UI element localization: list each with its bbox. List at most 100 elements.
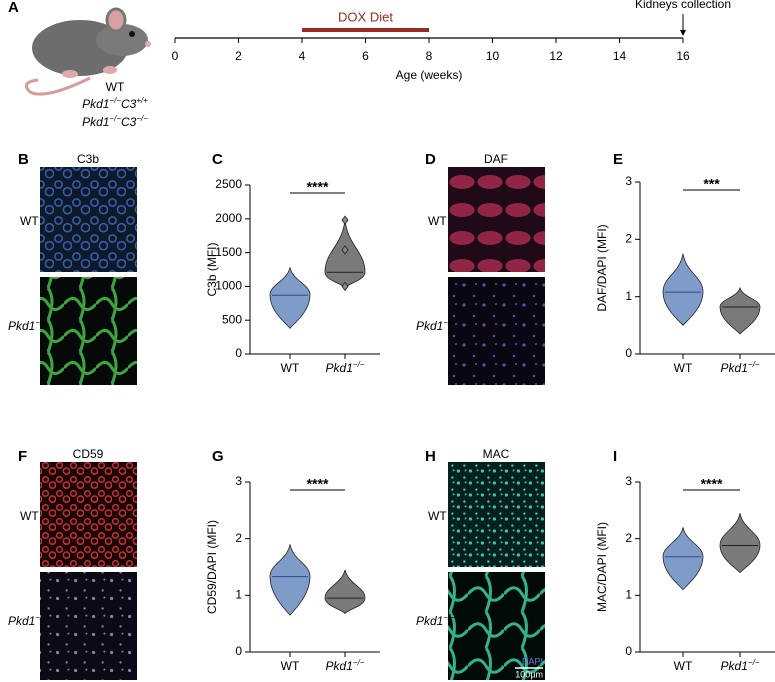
x-tick-label: 10 bbox=[486, 49, 500, 63]
x-tick-label: 4 bbox=[299, 49, 306, 63]
text-part: −/− bbox=[136, 114, 148, 123]
x-tick-label: Pkd1−/− bbox=[326, 360, 365, 376]
x-tick-label: WT bbox=[281, 659, 300, 673]
stain-label: DAF bbox=[484, 152, 508, 166]
significance-label: *** bbox=[703, 176, 720, 192]
y-axis-label: C3b (MFI) bbox=[205, 242, 219, 296]
row-label: WT bbox=[20, 509, 39, 523]
violin bbox=[719, 286, 761, 335]
x-tick-label: Pkd1−/− bbox=[721, 360, 760, 376]
micrograph bbox=[448, 462, 545, 567]
text-part: Pkd1 bbox=[721, 361, 748, 375]
event-label: Kidneys collection bbox=[635, 0, 731, 11]
text-part: −/− bbox=[443, 318, 455, 327]
violin bbox=[324, 569, 366, 615]
y-tick-label: 0 bbox=[235, 346, 242, 360]
text-part: +/+ bbox=[136, 96, 148, 105]
scale-channel: DAPI bbox=[522, 656, 543, 666]
y-tick-label: 1500 bbox=[215, 245, 242, 259]
genotype-label: Pkd1−/− bbox=[416, 613, 455, 629]
text-part: WT bbox=[281, 361, 300, 375]
genotype-label: Pkd1−/−C3−/− bbox=[82, 114, 148, 130]
outlier bbox=[341, 245, 349, 255]
text-part: −/− bbox=[35, 318, 47, 327]
micrograph bbox=[448, 572, 545, 680]
y-tick-label: 2 bbox=[235, 531, 242, 545]
x-axis-label: Age (weeks) bbox=[396, 68, 463, 82]
row-label: WT bbox=[428, 509, 447, 523]
panel-letter: G bbox=[212, 448, 224, 465]
text-part: C3 bbox=[121, 97, 137, 111]
arrow-head bbox=[680, 30, 686, 36]
y-tick-label: 2 bbox=[625, 232, 632, 246]
x-tick-label: 14 bbox=[613, 49, 627, 63]
panel-letter: E bbox=[613, 151, 623, 168]
x-tick-label: WT bbox=[281, 361, 300, 375]
x-tick-label: 2 bbox=[235, 49, 242, 63]
genotype-label: Pkd1−/−C3+/+ bbox=[82, 96, 148, 112]
y-axis-label: MAC/DAPI (MFI) bbox=[595, 522, 609, 612]
panel-letter: C bbox=[212, 151, 223, 168]
panel-letter: B bbox=[18, 151, 29, 168]
text-part: −/− bbox=[443, 613, 455, 622]
x-tick-label: Pkd1−/− bbox=[326, 658, 365, 674]
micrograph bbox=[40, 462, 137, 567]
significance-label: **** bbox=[701, 476, 723, 492]
y-tick-label: 1 bbox=[235, 588, 242, 602]
genotype-label: Pkd1−/− bbox=[416, 318, 455, 334]
text-part: Pkd1 bbox=[326, 361, 353, 375]
text-part: Pkd1 bbox=[721, 659, 748, 673]
x-tick-label: 8 bbox=[426, 49, 433, 63]
violin bbox=[719, 513, 761, 574]
diet-label: DOX Diet bbox=[338, 9, 393, 24]
row-label: WT bbox=[20, 214, 39, 228]
text-part: WT bbox=[674, 361, 693, 375]
outlier bbox=[341, 215, 349, 225]
y-tick-label: 2500 bbox=[215, 177, 242, 191]
diet-bar bbox=[302, 28, 429, 32]
genotype-label: WT bbox=[106, 80, 125, 94]
panel-letter: F bbox=[18, 448, 27, 465]
text-part: −/− bbox=[748, 658, 760, 667]
text-part: C3 bbox=[121, 115, 137, 129]
row-label: WT bbox=[428, 214, 447, 228]
text-part: WT bbox=[281, 659, 300, 673]
y-tick-label: 0 bbox=[625, 644, 632, 658]
y-tick-label: 1 bbox=[625, 289, 632, 303]
y-tick-label: 1 bbox=[625, 588, 632, 602]
panel-letter: A bbox=[8, 0, 19, 16]
outlier bbox=[341, 281, 349, 292]
text-part: −/− bbox=[109, 96, 121, 105]
x-tick-label: 6 bbox=[362, 49, 369, 63]
x-tick-label: WT bbox=[674, 361, 693, 375]
significance-label: **** bbox=[307, 476, 329, 492]
y-tick-label: 2 bbox=[625, 531, 632, 545]
violin bbox=[662, 527, 704, 591]
x-tick-label: Pkd1−/− bbox=[721, 658, 760, 674]
text-part: Pkd1 bbox=[8, 614, 35, 628]
genotype-label: Pkd1−/− bbox=[8, 318, 47, 334]
violin bbox=[662, 253, 704, 326]
y-tick-label: 3 bbox=[625, 174, 632, 188]
text-part: −/− bbox=[353, 658, 365, 667]
mouse-illustration bbox=[24, 7, 151, 96]
micrograph bbox=[448, 167, 545, 272]
stain-label: C3b bbox=[77, 152, 99, 166]
text-part: Pkd1 bbox=[82, 97, 109, 111]
text-part: −/− bbox=[35, 613, 47, 622]
text-part: Pkd1 bbox=[416, 319, 443, 333]
y-tick-label: 2000 bbox=[215, 211, 242, 225]
text-part: Pkd1 bbox=[8, 319, 35, 333]
violin bbox=[269, 267, 311, 329]
x-tick-label: 16 bbox=[676, 49, 690, 63]
y-tick-label: 1000 bbox=[215, 279, 242, 293]
micrograph bbox=[40, 572, 137, 680]
y-axis-label: CD59/DAPI (MFI) bbox=[205, 520, 219, 614]
violin bbox=[269, 544, 311, 616]
y-tick-label: 500 bbox=[222, 312, 242, 326]
significance-label: **** bbox=[307, 179, 329, 195]
text-part: Pkd1 bbox=[326, 659, 353, 673]
text-part: Pkd1 bbox=[416, 614, 443, 628]
panel-letter: D bbox=[425, 151, 436, 168]
stain-label: CD59 bbox=[73, 447, 104, 461]
